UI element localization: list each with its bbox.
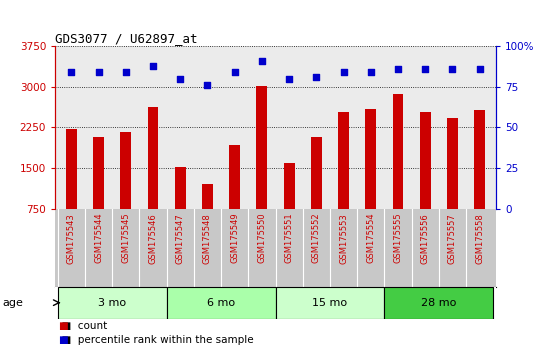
- Text: age: age: [3, 298, 24, 308]
- Bar: [338, 112, 349, 209]
- Text: ■: ■: [58, 321, 68, 331]
- Text: ■  count: ■ count: [55, 321, 107, 331]
- Point: [257, 58, 266, 63]
- Bar: [447, 118, 458, 209]
- Text: 28 mo: 28 mo: [421, 298, 456, 308]
- Bar: [166, 287, 276, 319]
- Text: 6 mo: 6 mo: [207, 298, 235, 308]
- Bar: [385, 287, 493, 319]
- Bar: [229, 145, 240, 209]
- Point: [67, 69, 76, 75]
- Point: [421, 66, 430, 72]
- Point: [285, 76, 294, 81]
- Text: GSM175548: GSM175548: [203, 213, 212, 263]
- Bar: [175, 166, 186, 209]
- Bar: [365, 109, 376, 209]
- Text: GSM175558: GSM175558: [475, 213, 484, 263]
- Text: 3 mo: 3 mo: [98, 298, 126, 308]
- Text: GSM175555: GSM175555: [393, 213, 402, 263]
- Point: [475, 66, 484, 72]
- Bar: [420, 112, 430, 209]
- Text: GSM175543: GSM175543: [67, 213, 76, 263]
- Point: [393, 66, 402, 72]
- Point: [176, 76, 185, 81]
- Bar: [58, 287, 166, 319]
- Point: [121, 69, 130, 75]
- Text: GSM175551: GSM175551: [285, 213, 294, 263]
- Text: ■  percentile rank within the sample: ■ percentile rank within the sample: [55, 335, 253, 345]
- Point: [312, 74, 321, 80]
- Text: GSM175553: GSM175553: [339, 213, 348, 263]
- Point: [203, 82, 212, 88]
- Point: [448, 66, 457, 72]
- Bar: [66, 129, 77, 209]
- Bar: [311, 137, 322, 209]
- Point: [149, 63, 158, 68]
- Text: GSM175556: GSM175556: [420, 213, 430, 263]
- Point: [94, 69, 103, 75]
- Bar: [284, 163, 295, 209]
- Point: [230, 69, 239, 75]
- Text: GSM175552: GSM175552: [312, 213, 321, 263]
- Text: GSM175557: GSM175557: [448, 213, 457, 263]
- Bar: [121, 132, 131, 209]
- Text: GSM175547: GSM175547: [176, 213, 185, 263]
- Point: [339, 69, 348, 75]
- Text: GSM175545: GSM175545: [121, 213, 131, 263]
- Text: GSM175544: GSM175544: [94, 213, 103, 263]
- Bar: [474, 109, 485, 209]
- Bar: [392, 94, 403, 209]
- Point: [366, 69, 375, 75]
- Bar: [202, 184, 213, 209]
- Bar: [93, 137, 104, 209]
- Text: 15 mo: 15 mo: [312, 298, 348, 308]
- Text: ■: ■: [58, 335, 68, 345]
- Text: GSM175549: GSM175549: [230, 213, 239, 263]
- Text: GSM175546: GSM175546: [149, 213, 158, 263]
- Text: GSM175550: GSM175550: [257, 213, 266, 263]
- Text: GDS3077 / U62897_at: GDS3077 / U62897_at: [55, 32, 198, 45]
- Bar: [276, 287, 385, 319]
- Bar: [256, 86, 267, 209]
- Text: GSM175554: GSM175554: [366, 213, 375, 263]
- Bar: [148, 107, 159, 209]
